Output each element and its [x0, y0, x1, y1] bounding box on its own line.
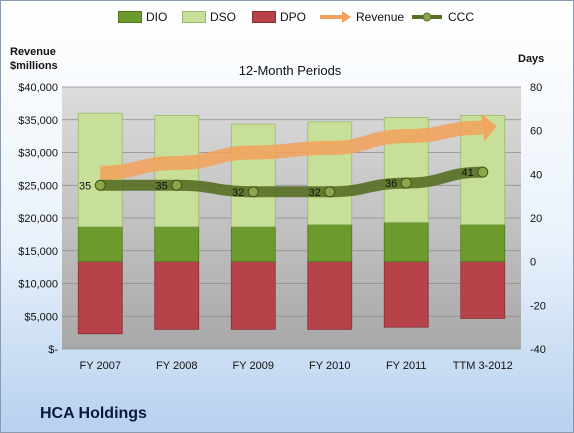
right-axis-tick-label: 20: [530, 213, 542, 225]
legend-swatch-dio: [118, 11, 142, 23]
ccc-point: [477, 166, 489, 178]
revenue-arrowhead: [481, 113, 497, 142]
ccc-data-label: 35: [79, 180, 91, 192]
legend-item-ccc: CCC: [410, 8, 474, 26]
left-axis-tick-label: $35,000: [18, 115, 58, 127]
x-axis-tick-label: FY 2007: [80, 360, 121, 372]
legend-swatch-dso: [182, 11, 206, 23]
left-axis-title-line2: $millions: [10, 60, 58, 72]
bar-dio: [154, 226, 200, 263]
legend-item-dio: DIO: [118, 8, 167, 26]
left-axis-tick-label: $30,000: [18, 148, 58, 160]
chart-title: 12-Month Periods: [239, 63, 342, 78]
right-axis-tick-label: -20: [530, 300, 546, 312]
ccc-point: [324, 186, 336, 198]
left-axis-title-line1: Revenue: [10, 46, 56, 58]
right-axis-tick-label: 0: [530, 257, 536, 269]
legend-label-dio: DIO: [146, 10, 168, 24]
bar-dio: [230, 226, 276, 263]
bar-dso: [154, 114, 200, 228]
left-axis-tick-label: $20,000: [18, 213, 58, 225]
ccc-point: [247, 186, 259, 198]
left-axis-tick-label: $25,000: [18, 180, 58, 192]
x-axis-tick-label: FY 2011: [386, 360, 427, 372]
ccc-data-label: 41: [462, 167, 474, 179]
x-axis-tick-label: FY 2010: [309, 360, 350, 372]
ccc-point: [400, 177, 412, 189]
x-axis-tick-label: TTM 3-2012: [453, 360, 513, 372]
bar-dpo: [383, 261, 429, 328]
left-axis-tick-label: $5,000: [24, 311, 58, 323]
x-axis-tick-label: FY 2008: [156, 360, 197, 372]
legend-label-revenue: Revenue: [356, 10, 405, 24]
ccc-data-label: 32: [232, 187, 244, 199]
ccc-data-label: 32: [309, 187, 321, 199]
left-axis-tick-label: $40,000: [18, 82, 58, 94]
legend-label-dso: DSO: [210, 10, 237, 24]
left-axis-tick-label: $15,000: [18, 246, 58, 258]
right-axis-tick-label: 80: [530, 82, 542, 94]
left-axis-tick-label: $10,000: [18, 279, 58, 291]
legend-swatch-dpo: [252, 11, 276, 23]
revenue-line: [100, 120, 483, 180]
legend-line-marker-icon: [412, 12, 442, 22]
legend-label-dpo: DPO: [280, 10, 307, 24]
bar-dpo: [307, 261, 353, 330]
legend-item-revenue: Revenue: [318, 8, 404, 26]
left-axis-title: Revenue $millions: [10, 45, 58, 73]
right-axis-title: Days: [518, 53, 545, 65]
bar-dio: [77, 226, 123, 263]
right-axis-tick-label: 40: [530, 169, 542, 181]
ccc-point: [171, 179, 183, 191]
bar-dpo: [154, 261, 200, 330]
x-axis-tick-label: FY 2009: [233, 360, 274, 372]
bar-dio: [307, 224, 353, 263]
bar-dso: [307, 121, 353, 225]
legend-arrow-icon: [320, 11, 351, 23]
bar-dso: [230, 123, 276, 228]
company-name: HCA Holdings: [40, 405, 147, 422]
bar-dpo: [230, 261, 276, 330]
bar-dio: [383, 221, 429, 263]
bar-dpo: [460, 261, 506, 319]
legend-item-dpo: DPO: [252, 8, 306, 26]
ccc-data-label: 35: [156, 180, 168, 192]
ccc-point: [94, 179, 106, 191]
legend-label-ccc: CCC: [448, 10, 474, 24]
legend: DIO DSO DPO Revenue CCC: [0, 8, 574, 26]
left-axis-tick-label: $-: [48, 344, 58, 356]
right-axis-tick-label: 60: [530, 126, 542, 138]
bar-dio: [460, 224, 506, 263]
legend-item-dso: DSO: [182, 8, 236, 26]
bar-dpo: [77, 261, 123, 335]
right-axis-tick-label: -40: [530, 344, 546, 356]
ccc-data-label: 36: [385, 178, 397, 190]
